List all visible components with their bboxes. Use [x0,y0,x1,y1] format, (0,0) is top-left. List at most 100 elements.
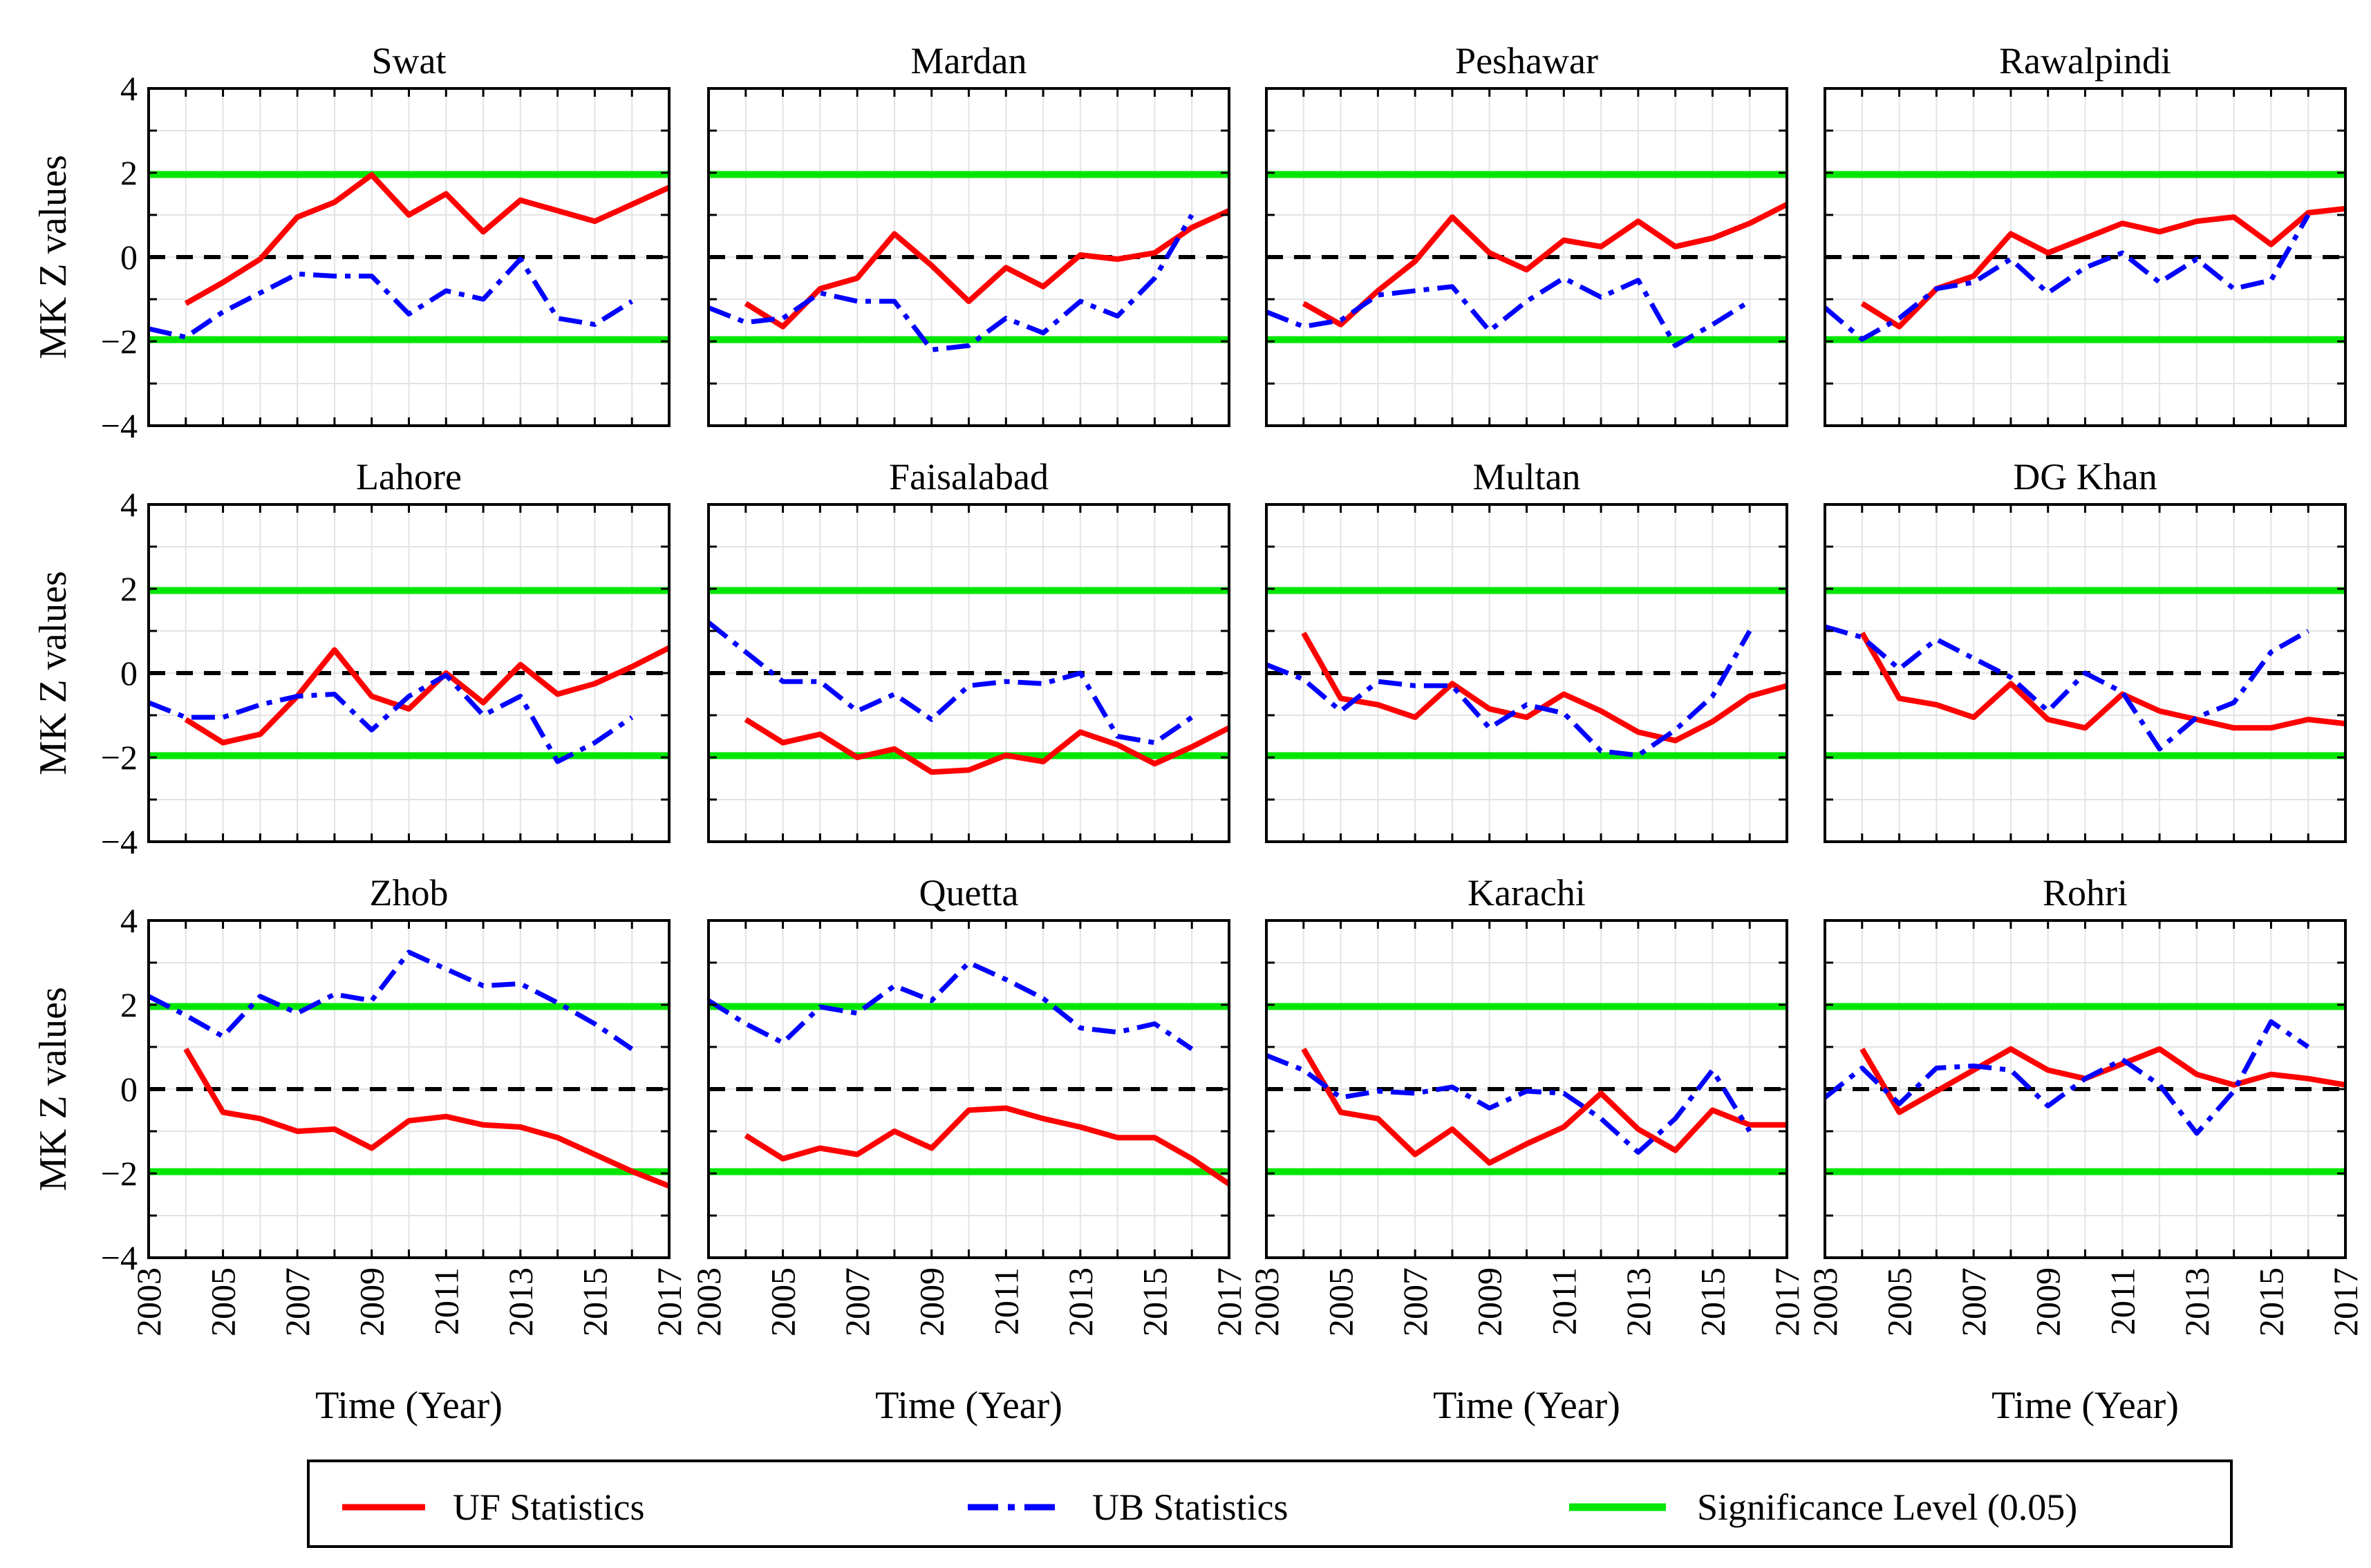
ub-series-line [1266,276,1752,348]
panel-zhob: Zhob −4 −2 0 2 4 MK Z values 2003 2005 2007 2009 20… [32,872,688,1427]
x-tick-label: 2017 [650,1267,688,1336]
panel-title: Rohri [2043,872,2128,914]
legend-ub-label: UB Statistics [1092,1486,1288,1528]
x-tick-label: 2005 [1880,1267,1919,1336]
y-axis-label: MK Z values [32,571,75,775]
x-tick-label: 2013 [1061,1267,1100,1336]
ub-series-line [1825,1019,2310,1136]
panel-grid: Swat −4 −2 0 2 4 MK Z values Mardan Peshawar Rawa… [32,40,2365,1427]
panel-title: DG Khan [2013,456,2157,498]
panel-title: Peshawar [1455,40,1598,82]
x-tick-label: 2013 [1619,1267,1658,1336]
x-tick-label: 2007 [1396,1267,1434,1336]
y-tick-label: −2 [101,1154,138,1193]
panel-title: Rawalpindi [1999,40,2171,82]
panel-series [1266,202,1787,348]
y-tick-label: −4 [101,406,138,445]
uf-series-line [183,1047,669,1189]
x-tick-label: 2015 [1135,1267,1174,1336]
ub-series-line [709,214,1194,352]
y-axis-label: MK Z values [32,155,75,359]
x-axis-label: Time (Year) [1433,1384,1620,1427]
y-tick-label: 4 [120,69,138,108]
panel-lahore: Lahore −4 −2 0 2 4 MK Z values [32,456,671,861]
panel-dg-khan: DG Khan [1824,456,2347,843]
panel-rohri: Rohri 2003 2005 2007 2009 2011 2013 2015 2017 Tim… [1806,872,2365,1427]
x-tick-label: 2007 [278,1267,317,1336]
legend: UF Statistics UB Statistics Significance… [307,1460,2233,1548]
y-axis-label: MK Z values [32,987,75,1191]
panel-title: Faisalabad [889,456,1049,498]
ub-series-line [1266,1052,1752,1155]
ub-series-line [709,621,1194,746]
panel-title: Swat [372,40,447,82]
panel-quetta: Quetta 2003 2005 2007 2009 2011 2013 2015 2017 Ti… [689,872,1248,1427]
ub-series-line [149,950,634,1051]
legend-box [307,1460,2233,1548]
x-tick-label: 2007 [838,1267,877,1336]
x-tick-label: 2005 [204,1267,243,1336]
panel-title: Quetta [919,872,1019,914]
x-tick-label: 2003 [1806,1267,1844,1336]
uf-series-line [184,172,669,306]
x-tick-label: 2005 [764,1267,803,1336]
x-tick-label: 2017 [2326,1267,2365,1336]
x-tick-label: 2011 [427,1267,465,1335]
panel-series [1825,624,2345,752]
panel-series [709,208,1229,352]
panel-series [709,960,1229,1187]
panel-series [709,621,1229,775]
x-tick-label: 2011 [2103,1267,2142,1335]
y-tick-label: 0 [120,654,138,692]
y-tick-label: 4 [120,485,138,524]
x-tick-label: 2011 [986,1267,1025,1335]
x-tick-label: 2009 [353,1267,391,1336]
x-tick-label: 2003 [129,1267,168,1336]
panel-multan: Multan [1265,456,1788,843]
panel-series [149,950,669,1189]
panel-mardan: Mardan [707,40,1230,427]
x-tick-label: 2007 [1954,1267,1993,1336]
panel-peshawar: Peshawar [1265,40,1788,427]
y-tick-label: 2 [120,569,138,608]
panel-title: Multan [1473,456,1581,498]
panel-rawalpindi: Rawalpindi [1824,40,2347,427]
x-tick-label: 2005 [1322,1267,1360,1336]
panel-swat: Swat −4 −2 0 2 4 MK Z values [32,40,671,445]
y-tick-label: −4 [101,822,138,861]
x-tick-label: 2003 [689,1267,728,1336]
uf-series-line [1859,632,2345,731]
panel-faisalabad: Faisalabad [707,456,1230,843]
ub-series-line [149,256,634,340]
ub-series-line [1825,214,2311,342]
y-tick-label: 0 [120,238,138,276]
x-tick-label: 2013 [501,1267,540,1336]
x-tick-label: 2017 [1768,1267,1806,1336]
x-tick-label: 2017 [1210,1267,1248,1336]
y-tick-label: 2 [120,985,138,1024]
panel-title: Lahore [356,456,462,498]
panel-series [149,645,669,764]
ub-series-line [1266,630,1752,758]
y-tick-label: 2 [120,153,138,192]
uf-series-line [1301,632,1787,744]
ub-series-line [149,672,634,764]
x-tick-label: 2009 [912,1267,951,1336]
uf-series-line [184,645,669,746]
uf-series-line [1301,1047,1787,1166]
uf-series-line [1302,202,1787,328]
uf-series-line [744,1105,1229,1187]
y-tick-label: −2 [101,738,138,777]
panel-title: Mardan [911,40,1027,82]
x-tick-label: 2013 [2177,1267,2216,1336]
x-tick-label: 2009 [1470,1267,1509,1336]
panel-karachi: Karachi 2003 2005 2007 2009 2011 2013 2015 2017 T… [1247,872,1806,1427]
y-tick-label: −2 [101,322,138,361]
ub-series-line [1825,624,2309,752]
y-tick-label: 0 [120,1070,138,1108]
ub-series-line [709,960,1194,1051]
x-tick-label: 2011 [1544,1267,1583,1335]
y-tick-label: 4 [120,901,138,940]
x-tick-label: 2015 [1693,1267,1732,1336]
